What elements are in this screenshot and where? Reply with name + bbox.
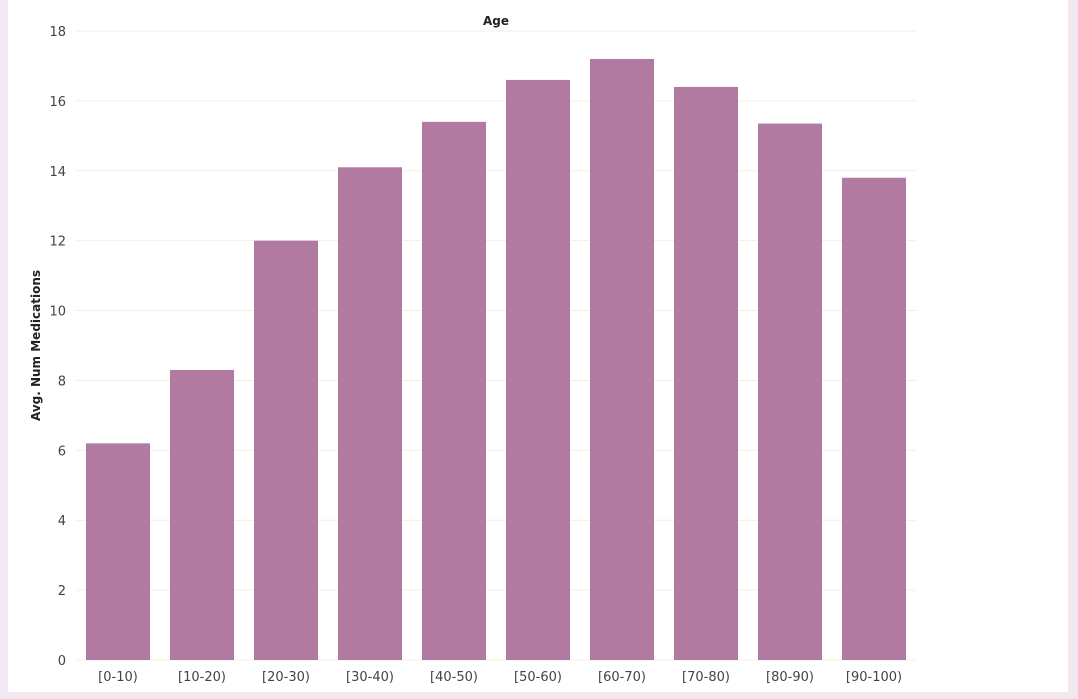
bar-9[interactable] (842, 177, 906, 660)
bar-8[interactable] (758, 123, 822, 660)
y-tick-label: 2 (58, 584, 66, 599)
bar-4[interactable] (422, 121, 486, 661)
x-tick-label: [50-60) (514, 670, 562, 685)
bar-1[interactable] (170, 369, 234, 660)
y-tick-label: 0 (58, 654, 66, 669)
x-tick-label: [10-20) (178, 670, 226, 685)
x-tick-label: [80-90) (766, 670, 814, 685)
y-tick-label: 16 (49, 95, 66, 110)
bar-5[interactable] (506, 79, 570, 660)
y-axis-ticks: 0 2 4 6 8 10 12 14 16 18 (49, 25, 66, 669)
x-tick-label: [90-100) (846, 670, 902, 685)
bar-2[interactable] (254, 240, 318, 660)
bars (86, 58, 906, 661)
x-tick-label: [70-80) (682, 670, 730, 685)
x-tick-label: [0-10) (98, 670, 138, 685)
y-tick-label: 4 (58, 514, 66, 529)
chart-title: Age (483, 14, 509, 28)
x-tick-label: [60-70) (598, 670, 646, 685)
x-tick-label: [20-30) (262, 670, 310, 685)
right-border-strip (1070, 0, 1078, 699)
y-axis-title: Avg. Num Medications (29, 270, 43, 421)
x-axis-labels: [0-10) [10-20) [20-30) [30-40) [40-50) [50-60… (98, 670, 902, 685)
bar-7[interactable] (674, 86, 738, 660)
y-tick-label: 10 (49, 305, 66, 320)
bar-6[interactable] (590, 58, 654, 660)
y-tick-label: 6 (58, 444, 66, 459)
y-tick-label: 8 (58, 374, 66, 389)
x-tick-label: [40-50) (430, 670, 478, 685)
x-tick-label: [30-40) (346, 670, 394, 685)
bar-0[interactable] (86, 443, 150, 660)
y-tick-label: 14 (49, 165, 66, 180)
y-tick-label: 12 (49, 235, 66, 250)
bar-3[interactable] (338, 167, 402, 661)
y-tick-label: 18 (49, 25, 66, 40)
